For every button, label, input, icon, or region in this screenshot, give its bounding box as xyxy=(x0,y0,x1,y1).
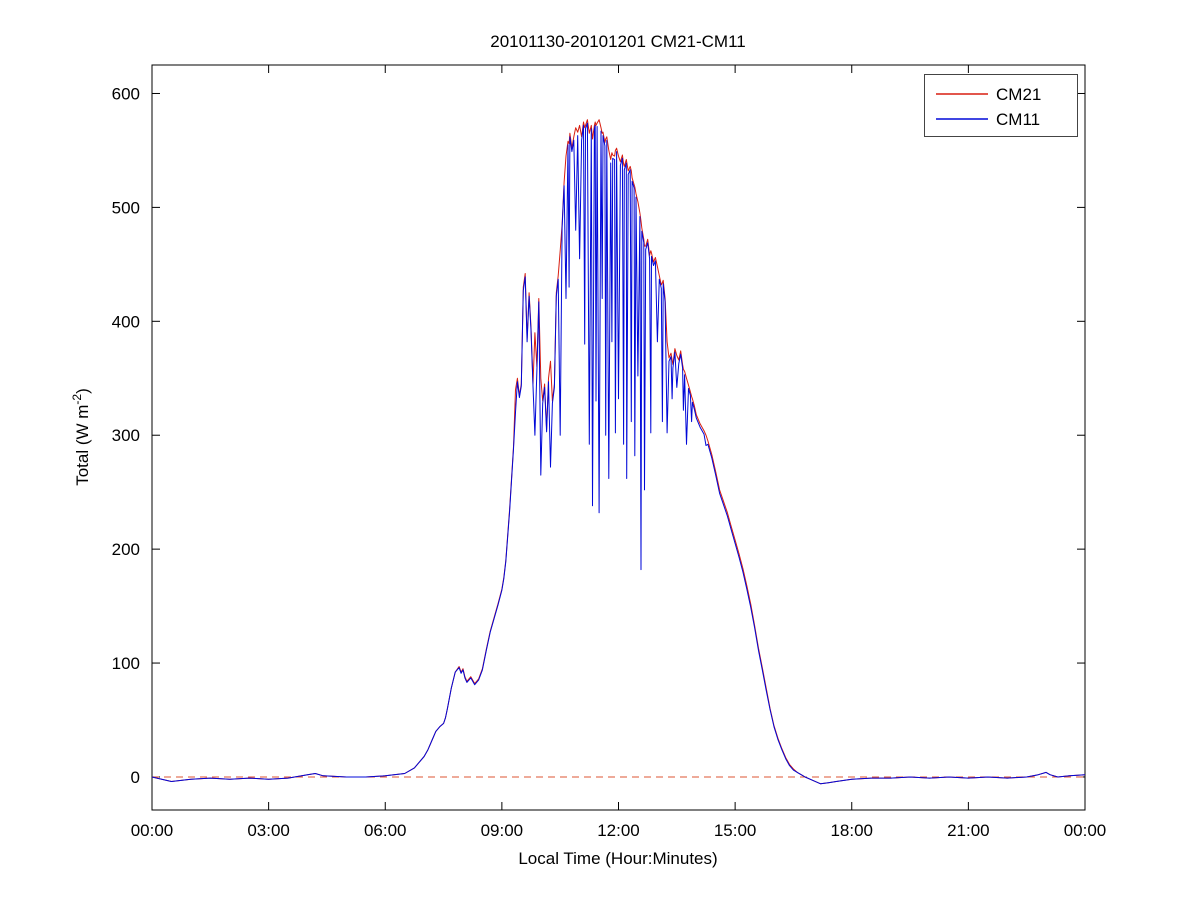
x-tick-label: 12:00 xyxy=(597,821,640,840)
legend-label-cm11: CM11 xyxy=(996,110,1040,129)
x-tick-label: 00:00 xyxy=(131,821,174,840)
x-tick-label: 09:00 xyxy=(481,821,524,840)
x-tick-label: 15:00 xyxy=(714,821,757,840)
legend-label-cm21: CM21 xyxy=(996,85,1041,104)
x-tick-label: 03:00 xyxy=(247,821,290,840)
y-tick-label: 600 xyxy=(112,84,140,103)
x-tick-label: 18:00 xyxy=(830,821,873,840)
x-tick-label: 21:00 xyxy=(947,821,990,840)
axes-box xyxy=(151,64,1086,811)
x-tick-label: 06:00 xyxy=(364,821,407,840)
chart-title: 20101130-20101201 CM21-CM11 xyxy=(490,32,746,51)
y-tick-label: 500 xyxy=(112,198,140,217)
x-axis-label: Local Time (Hour:Minutes) xyxy=(518,849,717,868)
y-axis-label-post: ) xyxy=(73,388,92,394)
y-tick-label: 400 xyxy=(112,312,140,331)
series-line-cm11 xyxy=(151,122,1086,785)
series-line-cm21 xyxy=(151,119,1086,785)
y-tick-label: 100 xyxy=(112,654,140,673)
y-axis-label-sup: -2 xyxy=(70,394,84,405)
y-tick-label: 0 xyxy=(131,768,140,787)
plot-area: 00:00 03:00 06:00 09:00 12:00 15:00 18:00 21:00… xyxy=(112,64,1107,840)
legend: CM21 CM11 xyxy=(924,74,1078,137)
y-tick-label: 200 xyxy=(112,540,140,559)
y-axis-label: Total (W m-2) xyxy=(70,388,92,486)
y-tick-label: 300 xyxy=(112,426,140,445)
y-axis-label-pre: Total (W m xyxy=(73,405,92,486)
legend-box xyxy=(924,74,1078,137)
x-tick-label: 00:00 xyxy=(1064,821,1107,840)
